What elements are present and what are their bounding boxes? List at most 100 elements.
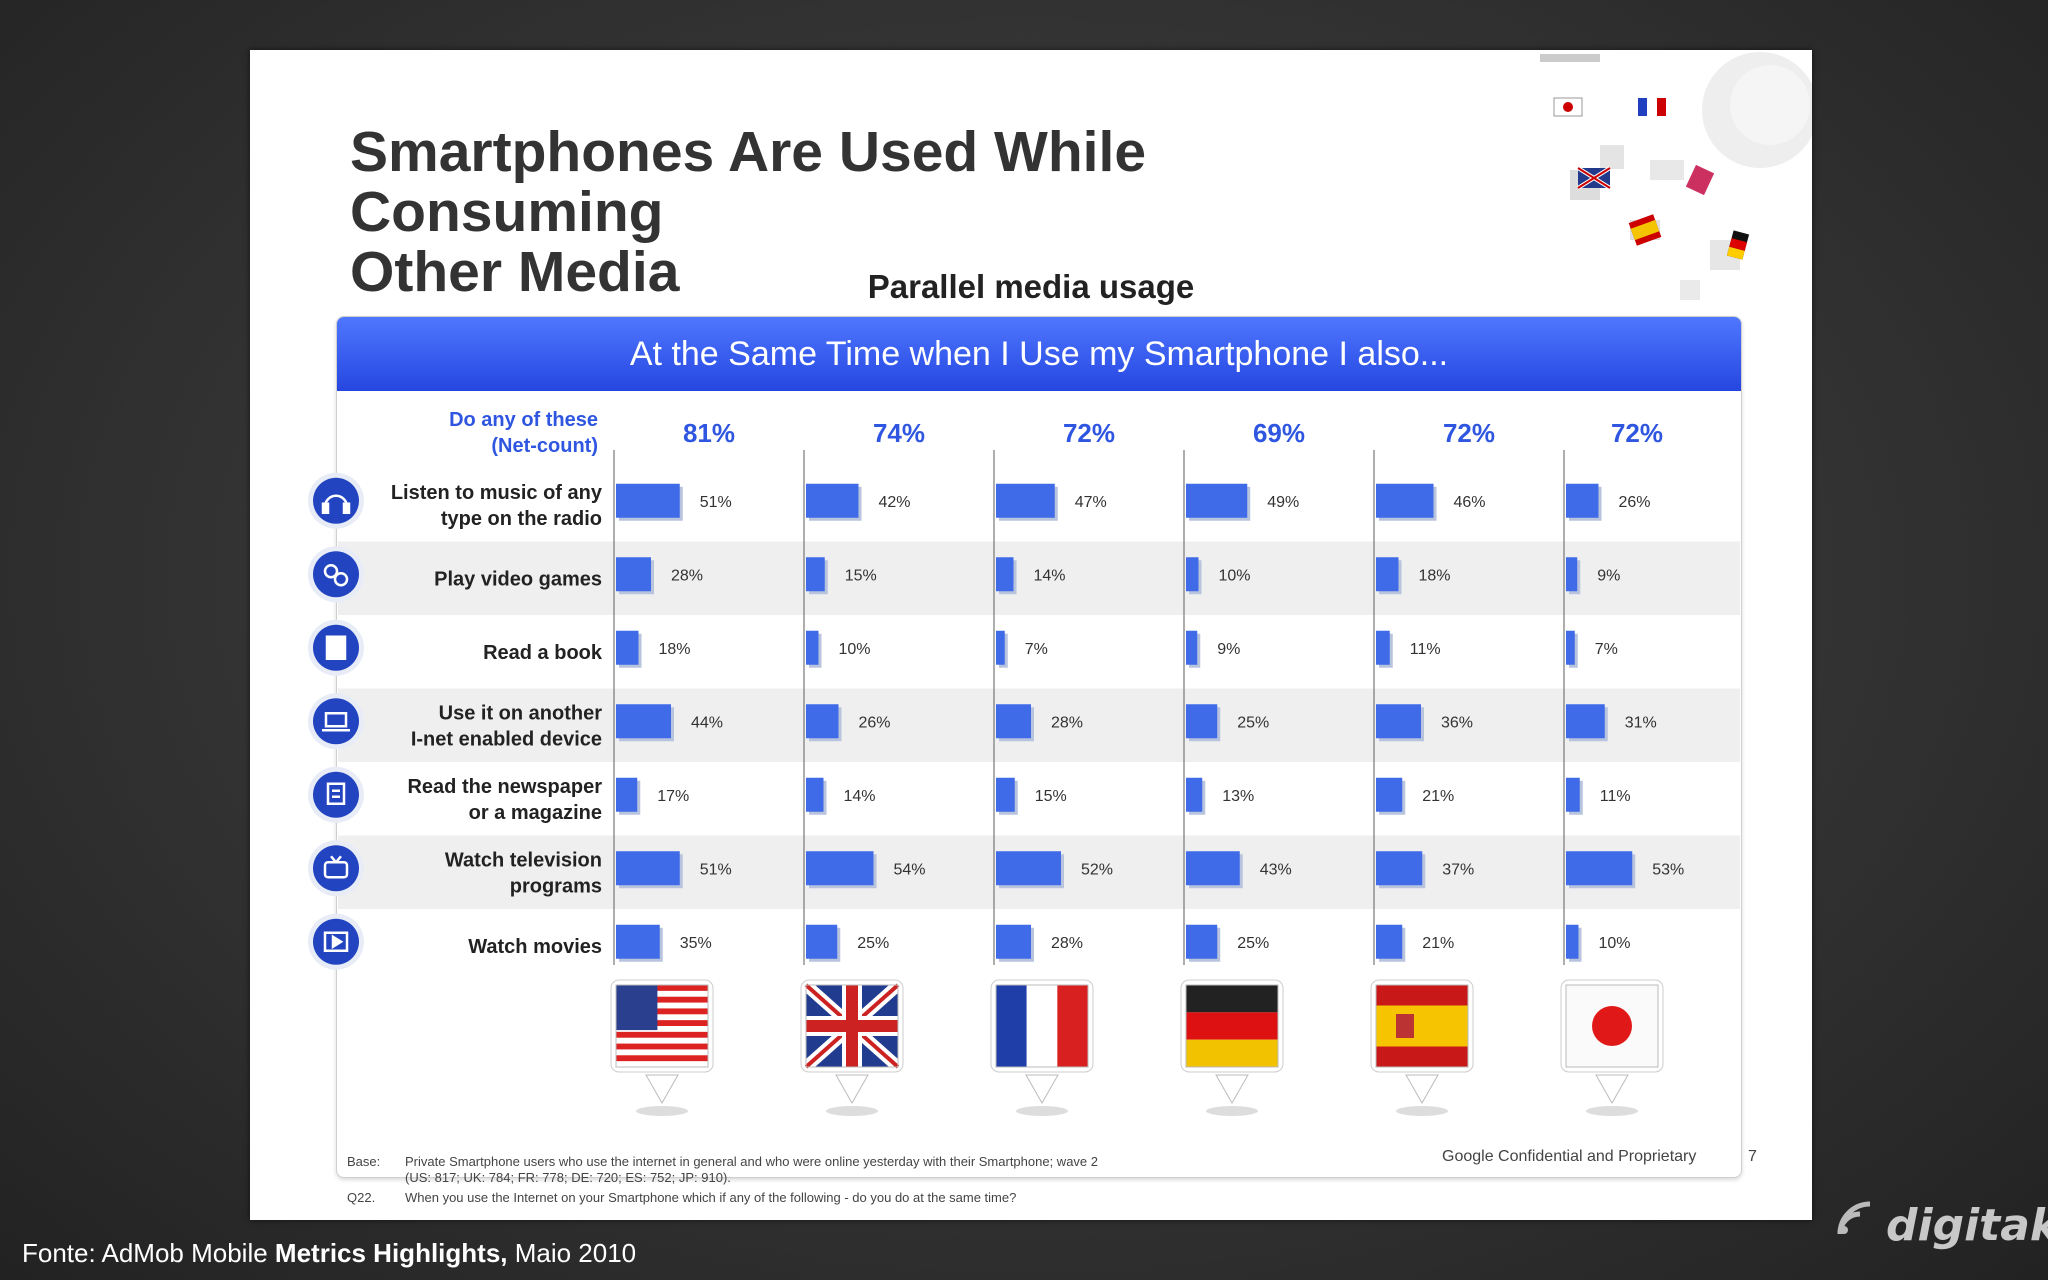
bar-value-label: 43% [1260,861,1292,878]
jp-flag [1560,979,1664,1116]
newspaper-icon [313,771,359,818]
bar-value-label: 28% [1051,935,1083,952]
brand-logo: digitaks [1886,1200,2048,1251]
tv-icon-glyph [323,855,349,879]
bar-value-label: 47% [1075,494,1107,511]
bar [806,557,825,592]
bar-value-label: 51% [700,494,732,511]
bar [996,483,1055,518]
category-label-line: Play video games [434,568,602,590]
bar [806,483,859,518]
category-label: Read a book [483,642,603,664]
bar-value-label: 10% [1219,567,1251,584]
bar [996,630,1005,665]
net-count-label-line-1: Do any of these [449,409,598,431]
bar-value-label: 15% [1035,788,1067,805]
footer-base: Base: Private Smartphone users who use th… [347,1154,1098,1186]
bar-value-label: 18% [1419,567,1451,584]
bar-value-label: 31% [1625,714,1657,731]
footer-q-label: Q22. [347,1190,376,1205]
bar-value-label: 36% [1441,714,1473,731]
slide-title-line-2: Other Media [350,240,680,304]
brand-text: digitaks [1886,1200,2048,1251]
bar-value-label: 51% [700,861,732,878]
net-value-es: 72% [1443,418,1495,448]
net-value-de: 69% [1253,418,1305,448]
bar [1376,483,1434,518]
bar [1566,704,1605,739]
book-icon-glyph [325,635,347,660]
bar [996,924,1031,959]
bar-value-label: 14% [844,788,876,805]
bar-value-label: 37% [1442,861,1474,878]
bar-value-label: 25% [1237,935,1269,952]
bar-value-label: 46% [1454,494,1486,511]
parallel-media-chart: Do any of these (Net-count) 81% 74% 72% 69% 72… [308,409,1740,1116]
bar-value-label: 26% [859,714,891,731]
bar [996,777,1015,812]
bar [616,483,680,518]
tv-icon [313,845,359,892]
bar-value-label: 35% [680,935,712,952]
bar [616,777,638,812]
bar-value-label: 11% [1410,641,1441,658]
bar-value-label: 13% [1222,788,1254,805]
bar-value-label: 18% [659,641,691,658]
bar-value-label: 21% [1422,788,1454,805]
gamepad-icon-glyph [323,564,349,587]
bar [1186,777,1203,812]
footer-base-line-1: Private Smartphone users who use the int… [405,1154,1098,1169]
source-suffix: Maio 2010 [507,1238,637,1268]
bar-value-label: 53% [1652,861,1684,878]
bar-value-label: 28% [671,567,703,584]
category-label-line: Listen to music of any [391,482,603,504]
net-value-jp: 72% [1611,418,1663,448]
chart-subtitle: Parallel media usage [867,268,1195,305]
us-flag [610,979,714,1116]
bar [1186,483,1248,518]
bar [1186,557,1199,592]
bar-value-label: 52% [1081,861,1113,878]
bar-value-label: 42% [879,494,911,511]
bar [1566,777,1580,812]
bar [616,924,660,959]
category-label: Watch movies [468,936,602,958]
footer-base-line-2: (US: 817; UK: 784; FR: 778; DE: 720; ES:… [405,1170,731,1185]
bar [616,557,651,592]
footer-q-text: When you use the Internet on your Smartp… [405,1190,1017,1205]
bar-value-label: 14% [1034,567,1066,584]
de-flag [1180,979,1284,1116]
category-label-line: or a magazine [469,802,602,824]
bar [1186,704,1218,739]
headphones-icon [313,477,359,524]
net-value-uk: 74% [873,418,925,448]
chart-banner: At the Same Time when I Use my Smartphon… [337,317,1741,391]
source-prefix: Fonte: AdMob Mobile [22,1238,275,1268]
bar-value-label: 7% [1595,641,1618,658]
bar [806,924,838,959]
row-stripe [338,541,1740,615]
uk-flag [800,979,904,1116]
footer-base-label: Base: [347,1154,381,1169]
slide-title-line-1: Smartphones Are Used While Consuming [350,120,1147,244]
newspaper-icon-glyph [326,782,346,805]
bar [996,851,1061,886]
bar-value-label: 21% [1422,935,1454,952]
bar-value-label: 49% [1267,494,1299,511]
category-label: Read the newspaper or a magazine [407,776,602,824]
bar-value-label: 7% [1025,641,1048,658]
bar [1566,483,1599,518]
source-caption: Fonte: AdMob Mobile Metrics Highlights, … [22,1238,636,1269]
bar [616,704,671,739]
category-label-line: Use it on another [439,702,603,724]
bar-value-label: 10% [1599,935,1631,952]
bar [1376,851,1423,886]
bar [806,851,874,886]
net-value-us: 81% [683,418,735,448]
bar [1376,630,1390,665]
bar [1566,630,1575,665]
fr-flag [990,979,1094,1116]
slide: Smartphones Are Used While Consuming Oth… [250,50,1812,1220]
laptop-icon [313,698,359,745]
category-label-line: Watch movies [468,936,602,958]
